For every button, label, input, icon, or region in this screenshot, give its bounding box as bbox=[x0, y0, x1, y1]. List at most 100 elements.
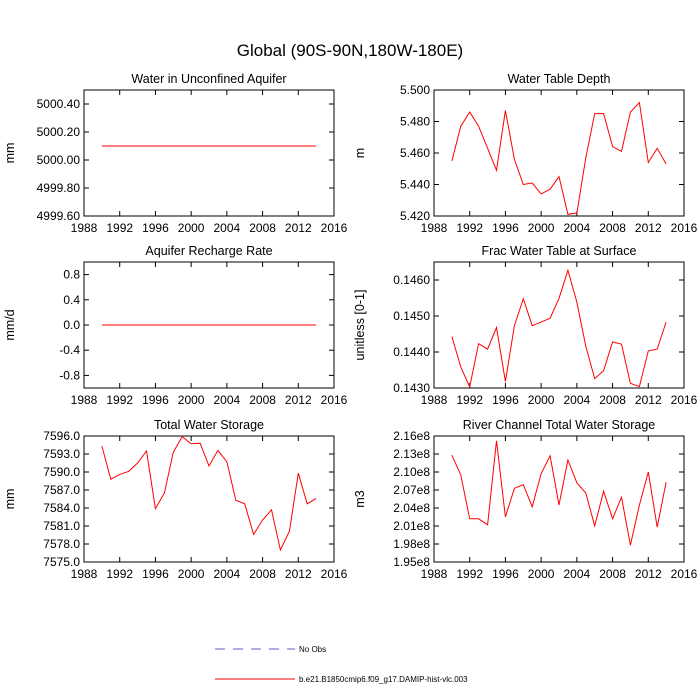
x-tick-label: 1996 bbox=[492, 567, 519, 581]
y-tick-label: 0.1460 bbox=[393, 273, 430, 287]
legend: No Obs b.e21.B1850cmip6.f09_g17.DAMIP-hi… bbox=[215, 645, 468, 684]
x-tick-label: 2016 bbox=[671, 393, 698, 407]
chart-panel-4: 1988 1992 1996 2000 2004 2008 2012 2016 0.1430 0.… bbox=[353, 244, 698, 407]
legend-model-label: b.e21.B1850cmip6.f09_g17.DAMIP-hist-vlc.… bbox=[299, 675, 468, 684]
x-tick-label: 2008 bbox=[599, 567, 626, 581]
chart-panel-2: 1988 1992 1996 2000 2004 2008 2012 2016 5.420 5.4… bbox=[353, 72, 698, 235]
x-tick-label: 2000 bbox=[528, 567, 555, 581]
x-tick-label: 2008 bbox=[249, 393, 276, 407]
chart-panel-3: 1988 1992 1996 2000 2004 2008 2012 2016 -0.8 -0.4… bbox=[3, 244, 348, 407]
y-tick-label: 0.1450 bbox=[393, 309, 430, 323]
y-axis-label: mm bbox=[3, 489, 17, 510]
y-tick-label: 7587.0 bbox=[43, 483, 80, 497]
series-line bbox=[451, 440, 667, 546]
y-axis-label: mm bbox=[3, 143, 17, 164]
x-tick-label: 1996 bbox=[492, 393, 519, 407]
chart-panel-6: 1988 1992 1996 2000 2004 2008 2012 2016 1.95e8 1.… bbox=[353, 418, 698, 581]
y-axis-label: m bbox=[353, 148, 367, 158]
y-tick-label: 5.440 bbox=[400, 178, 430, 192]
y-tick-label: 7584.0 bbox=[43, 501, 80, 515]
x-tick-label: 2016 bbox=[671, 567, 698, 581]
y-tick-label: 5.480 bbox=[400, 115, 430, 129]
x-tick-label: 2004 bbox=[564, 221, 591, 235]
x-tick-label: 2000 bbox=[528, 393, 555, 407]
y-tick-label: 7578.0 bbox=[43, 537, 80, 551]
y-tick-label: 2.04e8 bbox=[393, 501, 430, 515]
x-tick-label: 1988 bbox=[421, 221, 448, 235]
x-tick-label: 1992 bbox=[456, 221, 483, 235]
x-tick-label: 1996 bbox=[142, 393, 169, 407]
x-tick-label: 2000 bbox=[528, 221, 555, 235]
x-tick-label: 2012 bbox=[285, 221, 312, 235]
x-tick-label: 2008 bbox=[249, 221, 276, 235]
y-tick-label: 2.13e8 bbox=[393, 447, 430, 461]
chart-title: Water Table Depth bbox=[508, 72, 611, 86]
plot-frame bbox=[433, 261, 685, 389]
x-tick-label: 1992 bbox=[106, 567, 133, 581]
x-tick-label: 1992 bbox=[456, 393, 483, 407]
y-tick-label: 4999.60 bbox=[37, 209, 81, 223]
y-tick-label: 2.10e8 bbox=[393, 465, 430, 479]
x-tick-label: 2012 bbox=[635, 393, 662, 407]
y-tick-label: 2.01e8 bbox=[393, 519, 430, 533]
x-tick-label: 2004 bbox=[564, 567, 591, 581]
x-tick-label: 2016 bbox=[321, 221, 348, 235]
chart-title: Total Water Storage bbox=[154, 418, 264, 432]
y-tick-label: 4999.80 bbox=[37, 181, 81, 195]
chart-title: Aquifer Recharge Rate bbox=[145, 244, 272, 258]
x-tick-label: 1992 bbox=[106, 221, 133, 235]
y-tick-label: 2.16e8 bbox=[393, 429, 430, 443]
y-tick-label: 0.1430 bbox=[393, 381, 430, 395]
y-tick-label: 5000.20 bbox=[37, 125, 81, 139]
x-tick-label: 1988 bbox=[421, 567, 448, 581]
x-tick-label: 2000 bbox=[178, 221, 205, 235]
x-tick-label: 2012 bbox=[635, 221, 662, 235]
x-tick-label: 1988 bbox=[71, 221, 98, 235]
chart-title: Frac Water Table at Surface bbox=[482, 244, 637, 258]
x-tick-label: 2008 bbox=[599, 221, 626, 235]
y-tick-label: 5.460 bbox=[400, 146, 430, 160]
y-tick-label: 7590.0 bbox=[43, 465, 80, 479]
plot-frame bbox=[83, 435, 335, 563]
y-tick-label: 2.07e8 bbox=[393, 483, 430, 497]
x-tick-label: 2008 bbox=[249, 567, 276, 581]
x-tick-label: 1996 bbox=[492, 221, 519, 235]
y-tick-label: 0.1440 bbox=[393, 345, 430, 359]
y-tick-label: 1.95e8 bbox=[393, 555, 430, 569]
chart-title: River Channel Total Water Storage bbox=[463, 418, 656, 432]
x-tick-label: 2012 bbox=[635, 567, 662, 581]
y-axis-label: mm/d bbox=[3, 309, 17, 340]
x-tick-label: 2004 bbox=[564, 393, 591, 407]
y-tick-label: 5000.40 bbox=[37, 97, 81, 111]
x-tick-label: 1996 bbox=[142, 567, 169, 581]
x-tick-label: 2012 bbox=[285, 567, 312, 581]
legend-no-obs-label: No Obs bbox=[299, 645, 326, 654]
x-tick-label: 2000 bbox=[178, 393, 205, 407]
y-tick-label: 5000.00 bbox=[37, 153, 81, 167]
x-tick-label: 2000 bbox=[178, 567, 205, 581]
y-tick-label: 7593.0 bbox=[43, 447, 80, 461]
series-line bbox=[451, 101, 667, 215]
y-tick-label: 7575.0 bbox=[43, 555, 80, 569]
y-axis-label: unitless [0-1] bbox=[353, 290, 367, 361]
y-tick-label: 0.0 bbox=[63, 318, 80, 332]
y-tick-label: 7596.0 bbox=[43, 429, 80, 443]
plot-frame bbox=[433, 435, 685, 563]
x-tick-label: 2016 bbox=[671, 221, 698, 235]
chart-panel-1: 1988 1992 1996 2000 2004 2008 2012 2016 4999.60 4… bbox=[3, 72, 348, 235]
x-tick-label: 1988 bbox=[71, 393, 98, 407]
x-tick-label: 2012 bbox=[285, 393, 312, 407]
series-line bbox=[451, 268, 667, 389]
chart-panel-5: 1988 1992 1996 2000 2004 2008 2012 2016 7575.0 75… bbox=[3, 418, 348, 581]
panels: 1988 1992 1996 2000 2004 2008 2012 2016 4999.60 4… bbox=[3, 72, 698, 581]
y-tick-label: -0.4 bbox=[59, 343, 80, 357]
x-tick-label: 2016 bbox=[321, 567, 348, 581]
x-tick-label: 2004 bbox=[214, 393, 241, 407]
x-tick-label: 2008 bbox=[599, 393, 626, 407]
x-tick-label: 2004 bbox=[214, 221, 241, 235]
plot-frame bbox=[83, 89, 335, 217]
x-tick-label: 1996 bbox=[142, 221, 169, 235]
y-tick-label: 1.98e8 bbox=[393, 537, 430, 551]
y-axis-label: m3 bbox=[353, 490, 367, 507]
